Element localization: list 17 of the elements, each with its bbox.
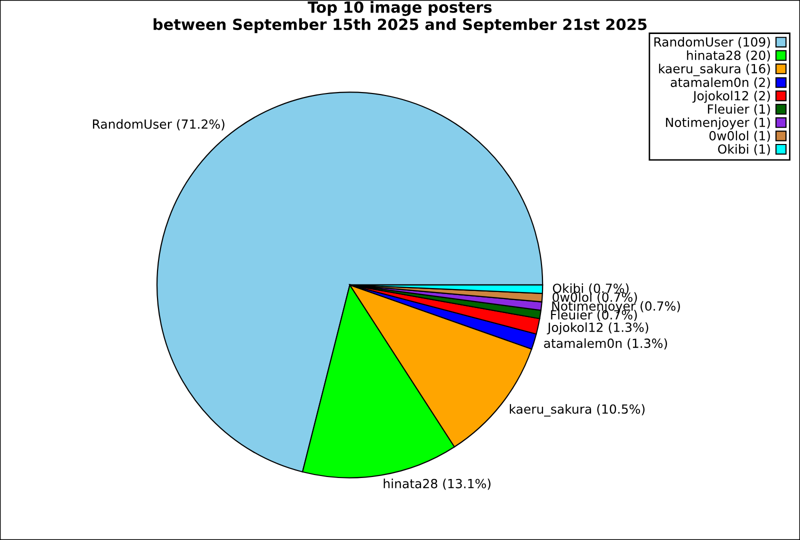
chart-title: Top 10 image posters between September 15th 2025 and September 21st 2025	[154, 1, 647, 34]
legend-label: atamalem0n (2)	[670, 77, 770, 89]
legend-label: RandomUser (109)	[654, 37, 770, 48]
data-label: atamalem0n (1.3%)	[544, 338, 668, 350]
legend-label: Jojokol12 (2)	[692, 90, 770, 103]
legend-label: kaeru_sakura (16)	[659, 64, 770, 76]
data-label: 0w0lol (0.7%)	[552, 292, 637, 304]
legend-label: 0w0lol (1)	[709, 130, 770, 142]
legend-label: Notimenjoyer (1)	[666, 117, 770, 130]
data-label: hinata28 (13.1%)	[384, 478, 490, 490]
legend-label: Fleuier (1)	[708, 104, 770, 116]
data-label: Jojokol12 (1.3%)	[546, 322, 648, 334]
legend-label: Okibi (1)	[718, 144, 770, 156]
data-label: Okibi (0.7%)	[552, 283, 629, 294]
data-label: kaeru_sakura (10.5%)	[510, 404, 645, 417]
legend-label: hinata28 (20)	[687, 50, 770, 62]
data-label: RandomUser (71.2%)	[92, 119, 224, 130]
